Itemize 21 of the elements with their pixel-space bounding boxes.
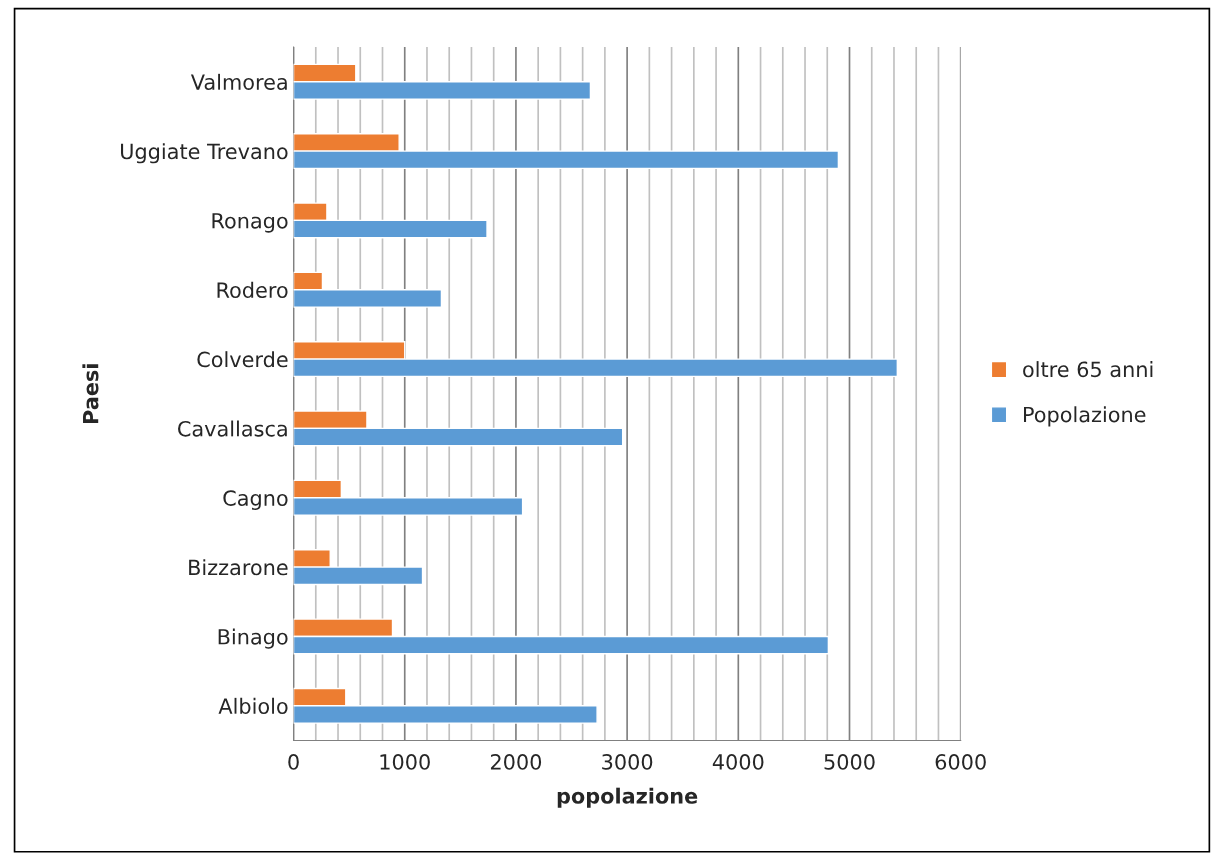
y-tick-label: Cavallasca — [178, 420, 287, 437]
y-tick-label: Bizzarone — [189, 559, 288, 576]
y-tick-label: Albiolo — [218, 697, 288, 714]
x-tick-label: 2000 — [490, 754, 542, 770]
x-tick-label: 3000 — [602, 754, 653, 770]
y-tick-label: Binago — [218, 628, 288, 649]
y-tick-label: Valmorea — [190, 73, 287, 90]
x-tick-label: 4000 — [712, 754, 764, 770]
x-tick-label: 5000 — [824, 754, 875, 770]
legend-label: Popolazione — [1024, 406, 1146, 427]
y-axis-title: Paesi — [82, 364, 99, 424]
x-tick-label: 6000 — [935, 754, 986, 770]
x-axis-title: popolazione — [557, 787, 698, 808]
y-tick-label: Ronago — [212, 213, 288, 233]
y-tick-label: Colverde — [197, 351, 288, 368]
x-tick-label: 1000 — [380, 754, 430, 770]
legend-label: oltre 65 anni — [1023, 361, 1153, 378]
y-tick-label: Uggiate Trevano — [121, 143, 288, 164]
y-tick-label: Cagno — [223, 490, 288, 511]
y-tick-label: Rodero — [217, 281, 288, 298]
x-tick-label: 0 — [288, 754, 299, 770]
